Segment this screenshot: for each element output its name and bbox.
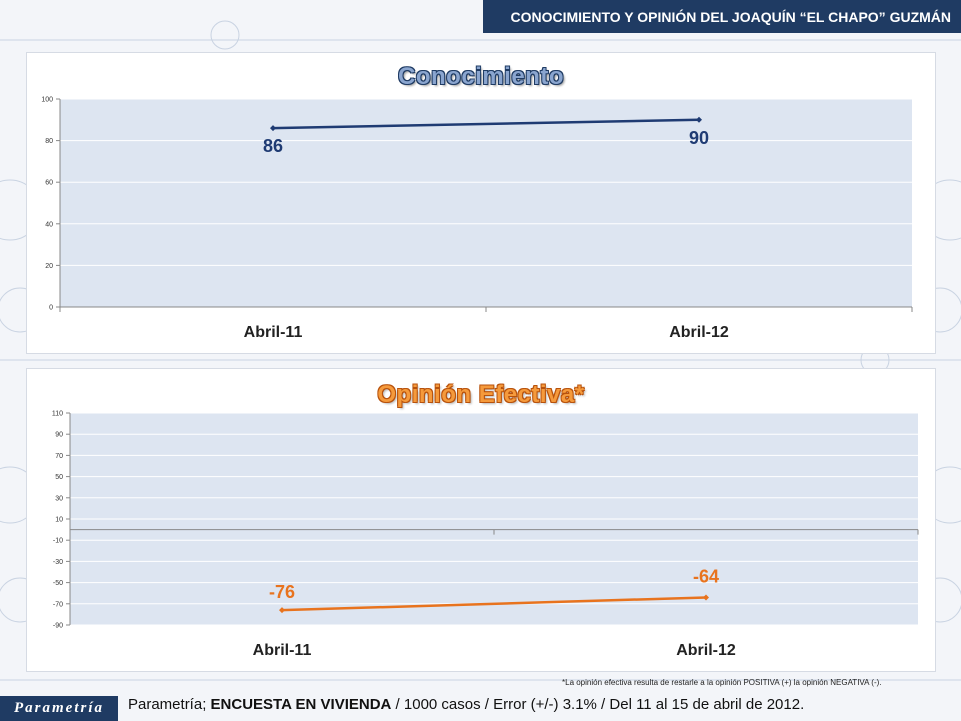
conocimiento-series-line xyxy=(272,118,700,130)
opinion-ytick-label: 50 xyxy=(55,474,63,481)
opinion-ytick-label: -30 xyxy=(53,559,63,566)
conocimiento-ytick-label: 60 xyxy=(45,180,53,187)
conocimiento-category-label: Abril-11 xyxy=(244,324,303,341)
opinion-data-label: -64 xyxy=(693,566,719,586)
page-title: CONOCIMIENTO Y OPINIÓN DEL JOAQUÍN “EL C… xyxy=(510,8,951,25)
conocimiento-plot-area xyxy=(60,99,912,307)
conocimiento-ytick-label: 40 xyxy=(45,221,53,228)
opinion-ytick-label: -90 xyxy=(53,623,63,630)
conocimiento-ytick-label: 100 xyxy=(41,97,53,104)
opinion-ytick-label: -10 xyxy=(53,538,63,545)
footnote: *La opinión efectiva resulta de restarle… xyxy=(562,678,882,687)
opinion-ytick-label: -50 xyxy=(53,580,63,587)
opinion-series-line xyxy=(281,596,707,612)
opinion-data-label: -76 xyxy=(269,582,295,602)
conocimiento-data-label: 86 xyxy=(263,136,283,156)
conocimiento-title: Conocimiento xyxy=(398,63,564,90)
source-bold: ENCUESTA EN VIVIENDA xyxy=(210,696,392,713)
conocimiento-ytick-label: 80 xyxy=(45,138,53,145)
parametria-logo: Parametría xyxy=(0,696,118,721)
conocimiento-ytick-label: 20 xyxy=(45,263,53,270)
opinion-ytick-label: 90 xyxy=(55,432,63,439)
header-bar: CONOCIMIENTO Y OPINIÓN DEL JOAQUÍN “EL C… xyxy=(483,0,961,33)
opinion-point xyxy=(279,607,285,614)
opinion-ytick-label: 110 xyxy=(52,411,63,418)
opinion-ytick-label: 10 xyxy=(55,517,63,524)
opinion-point xyxy=(703,594,709,601)
source-prefix: Parametría; xyxy=(128,696,211,713)
conocimiento-point xyxy=(696,116,702,123)
source-line: Parametría; ENCUESTA EN VIVIENDA / 1000 … xyxy=(128,696,804,713)
footer: Parametría Parametría; ENCUESTA EN VIVIE… xyxy=(0,690,961,721)
source-rest: / 1000 casos / Error (+/-) 3.1% / Del 11… xyxy=(391,696,805,713)
conocimiento-ytick-label: 0 xyxy=(49,305,53,312)
conocimiento-category-label: Abril-12 xyxy=(669,324,729,341)
conocimiento-data-label: 90 xyxy=(689,128,709,148)
opinion-category-label: Abril-11 xyxy=(253,642,312,659)
opinion-title: Opinión Efectiva* xyxy=(377,381,585,408)
opinion-ytick-label: -70 xyxy=(53,601,63,608)
conocimiento-point xyxy=(270,125,276,132)
opinion-ytick-label: 70 xyxy=(55,453,63,460)
opinion-category-label: Abril-12 xyxy=(676,642,736,659)
opinion-ytick-label: 30 xyxy=(55,495,63,502)
